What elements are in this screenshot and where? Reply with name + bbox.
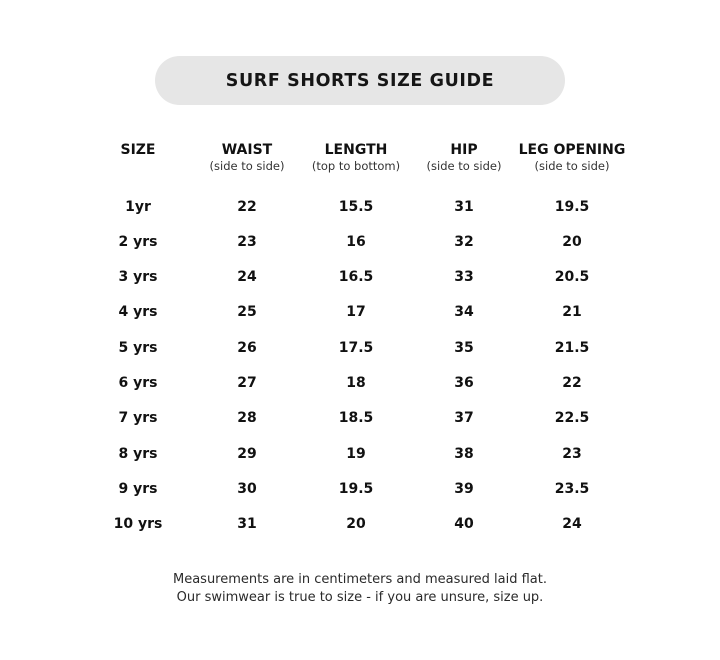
- length-cell: 18.5: [338, 410, 374, 426]
- table-row: 10 yrs 31 20 40 24: [0, 514, 720, 534]
- column-header-label: SIZE: [120, 142, 156, 158]
- length-cell: 15.5: [338, 199, 374, 215]
- column-header-waist: WAIST (side to side): [210, 141, 285, 174]
- size-cell: 3 yrs: [118, 269, 158, 285]
- column-header-sublabel: (top to bottom): [311, 159, 401, 173]
- page-title: SURF SHORTS SIZE GUIDE: [225, 70, 495, 91]
- column-header-label: HIP: [450, 142, 478, 158]
- size-cell: 2 yrs: [118, 234, 158, 250]
- hip-cell: 40: [454, 516, 474, 532]
- table-row: 8 yrs 29 19 38 23: [0, 444, 720, 464]
- size-cell: 1yr: [125, 199, 151, 215]
- leg-opening-cell: 23: [562, 446, 582, 462]
- size-cell: 7 yrs: [118, 410, 158, 426]
- waist-cell: 24: [237, 269, 257, 285]
- size-cell: 5 yrs: [118, 340, 158, 356]
- leg-opening-cell: 21.5: [554, 340, 590, 356]
- waist-cell: 26: [237, 340, 257, 356]
- column-header-length: LENGTH (top to bottom): [312, 141, 400, 174]
- hip-cell: 34: [454, 304, 474, 320]
- leg-opening-cell: 20: [562, 234, 582, 250]
- length-cell: 16: [346, 234, 366, 250]
- length-cell: 18: [346, 375, 366, 391]
- hip-cell: 32: [454, 234, 474, 250]
- column-header-sublabel: (side to side): [534, 159, 610, 173]
- hip-cell: 39: [454, 481, 474, 497]
- hip-cell: 36: [454, 375, 474, 391]
- column-header-sublabel: (side to side): [426, 159, 502, 173]
- column-header-label: LENGTH: [324, 142, 388, 158]
- hip-cell: 35: [454, 340, 474, 356]
- column-header-label: WAIST: [221, 142, 273, 158]
- hip-cell: 37: [454, 410, 474, 426]
- column-header-hip: HIP (side to side): [427, 141, 502, 174]
- column-header-leg-opening: LEG OPENING (side to side): [519, 141, 626, 174]
- table-row: 6 yrs 27 18 36 22: [0, 373, 720, 393]
- size-cell: 10 yrs: [113, 516, 163, 532]
- footer-note-sizing: Our swimwear is true to size - if you ar…: [176, 590, 544, 605]
- table-row: 9 yrs 30 19.5 39 23.5: [0, 479, 720, 499]
- leg-opening-cell: 20.5: [554, 269, 590, 285]
- size-cell: 4 yrs: [118, 304, 158, 320]
- table-row: 4 yrs 25 17 34 21: [0, 302, 720, 322]
- leg-opening-cell: 22: [562, 375, 582, 391]
- hip-cell: 31: [454, 199, 474, 215]
- hip-cell: 38: [454, 446, 474, 462]
- footer-note-measurements: Measurements are in centimeters and meas…: [172, 572, 548, 587]
- waist-cell: 29: [237, 446, 257, 462]
- waist-cell: 27: [237, 375, 257, 391]
- table-row: 5 yrs 26 17.5 35 21.5: [0, 338, 720, 358]
- size-cell: 8 yrs: [118, 446, 158, 462]
- length-cell: 17: [346, 304, 366, 320]
- leg-opening-cell: 23.5: [554, 481, 590, 497]
- leg-opening-cell: 21: [562, 304, 582, 320]
- waist-cell: 25: [237, 304, 257, 320]
- size-cell: 9 yrs: [118, 481, 158, 497]
- leg-opening-cell: 22.5: [554, 410, 590, 426]
- title-banner: SURF SHORTS SIZE GUIDE: [155, 56, 565, 105]
- column-header-label: LEG OPENING: [518, 142, 626, 158]
- waist-cell: 31: [237, 516, 257, 532]
- length-cell: 16.5: [338, 269, 374, 285]
- waist-cell: 30: [237, 481, 257, 497]
- column-header-size: SIZE: [120, 141, 155, 159]
- waist-cell: 28: [237, 410, 257, 426]
- table-row: 3 yrs 24 16.5 33 20.5: [0, 267, 720, 287]
- column-header-sublabel: (side to side): [209, 159, 285, 173]
- length-cell: 19: [346, 446, 366, 462]
- table-row: 7 yrs 28 18.5 37 22.5: [0, 408, 720, 428]
- waist-cell: 23: [237, 234, 257, 250]
- length-cell: 19.5: [338, 481, 374, 497]
- length-cell: 17.5: [338, 340, 374, 356]
- size-cell: 6 yrs: [118, 375, 158, 391]
- leg-opening-cell: 19.5: [554, 199, 590, 215]
- table-row: 1yr 22 15.5 31 19.5: [0, 197, 720, 217]
- table-row: 2 yrs 23 16 32 20: [0, 232, 720, 252]
- leg-opening-cell: 24: [562, 516, 582, 532]
- waist-cell: 22: [237, 199, 257, 215]
- length-cell: 20: [346, 516, 366, 532]
- hip-cell: 33: [454, 269, 474, 285]
